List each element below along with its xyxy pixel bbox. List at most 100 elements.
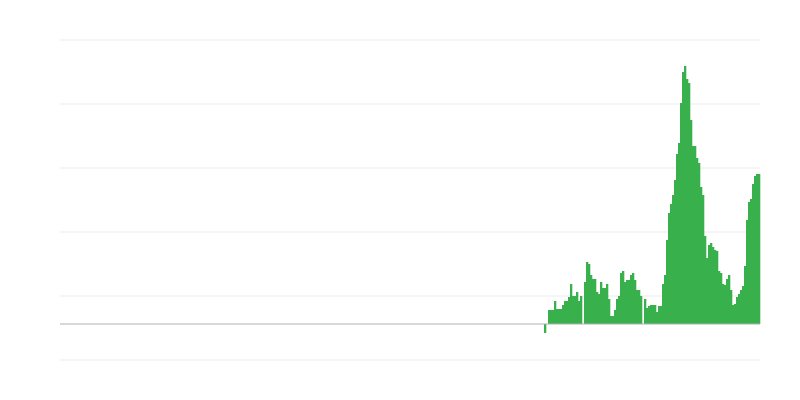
bar — [624, 282, 627, 324]
bar — [648, 306, 651, 324]
bar — [560, 309, 563, 324]
bar — [732, 305, 735, 324]
bar — [664, 275, 667, 324]
bar — [574, 296, 577, 324]
bar — [584, 282, 587, 324]
bar — [544, 324, 547, 333]
bar — [572, 296, 575, 324]
bar — [644, 299, 647, 324]
bar — [590, 275, 593, 324]
bar — [712, 247, 715, 324]
bar — [730, 290, 733, 324]
bar — [706, 258, 709, 324]
bar — [698, 163, 701, 324]
bar — [682, 72, 685, 324]
bar — [754, 176, 757, 324]
bar — [718, 271, 721, 324]
bar — [662, 284, 665, 324]
bar — [650, 305, 653, 324]
bar — [616, 299, 619, 324]
bar — [592, 279, 595, 324]
bar — [690, 120, 693, 324]
bar — [748, 202, 751, 324]
bar — [562, 305, 565, 324]
bar — [634, 280, 637, 324]
bar — [654, 305, 657, 324]
bar — [622, 271, 625, 324]
bar — [660, 306, 663, 324]
bar — [588, 264, 591, 324]
bar — [678, 143, 681, 324]
bar — [722, 284, 725, 324]
bar — [598, 294, 601, 324]
bar — [734, 304, 737, 324]
bar — [700, 187, 703, 324]
bar — [604, 288, 607, 324]
bar — [744, 266, 747, 324]
bar — [556, 309, 559, 324]
bar — [566, 301, 569, 324]
bar — [742, 286, 745, 324]
bar — [628, 280, 631, 324]
bar — [576, 292, 579, 324]
bars — [544, 66, 761, 333]
bar — [550, 310, 553, 324]
bar — [720, 273, 723, 324]
bar — [688, 83, 691, 324]
gridlines — [60, 39, 760, 361]
bar — [656, 312, 659, 324]
bar — [564, 301, 567, 324]
bar — [728, 275, 731, 324]
bar — [580, 296, 583, 324]
bar — [724, 285, 727, 324]
bar — [686, 79, 689, 324]
bar — [726, 279, 729, 324]
bar — [716, 251, 719, 324]
bar — [672, 195, 675, 324]
bar — [740, 290, 743, 324]
bar — [696, 158, 699, 324]
bar — [626, 280, 629, 324]
bar — [646, 308, 649, 324]
bar — [612, 316, 615, 324]
bar — [620, 273, 623, 324]
bar — [558, 309, 561, 324]
bar — [640, 296, 643, 324]
bar — [758, 174, 761, 324]
bar — [610, 316, 613, 324]
bar — [738, 294, 741, 324]
bar — [702, 195, 705, 324]
bar — [548, 310, 551, 324]
bar — [568, 297, 571, 324]
bar — [606, 284, 609, 324]
bar — [750, 199, 753, 324]
bar — [570, 284, 573, 324]
bar — [670, 204, 673, 324]
bar — [602, 288, 605, 324]
bar — [596, 292, 599, 324]
bar — [608, 299, 611, 324]
bar — [614, 310, 617, 324]
bar — [674, 180, 677, 324]
bar — [752, 184, 755, 324]
bar — [680, 103, 683, 324]
bar — [668, 213, 671, 324]
bar — [652, 305, 655, 324]
bar — [666, 240, 669, 324]
bar — [552, 310, 555, 324]
bar — [714, 250, 717, 324]
bar — [594, 279, 597, 324]
bar — [638, 290, 641, 324]
bar — [578, 301, 581, 324]
bar — [630, 275, 633, 324]
bar — [756, 174, 759, 324]
bar — [600, 282, 603, 324]
bar — [658, 306, 661, 324]
bar — [636, 290, 639, 324]
bar — [586, 262, 589, 324]
bar — [736, 297, 739, 324]
bar — [746, 220, 749, 324]
bar — [710, 243, 713, 324]
bar — [708, 245, 711, 324]
